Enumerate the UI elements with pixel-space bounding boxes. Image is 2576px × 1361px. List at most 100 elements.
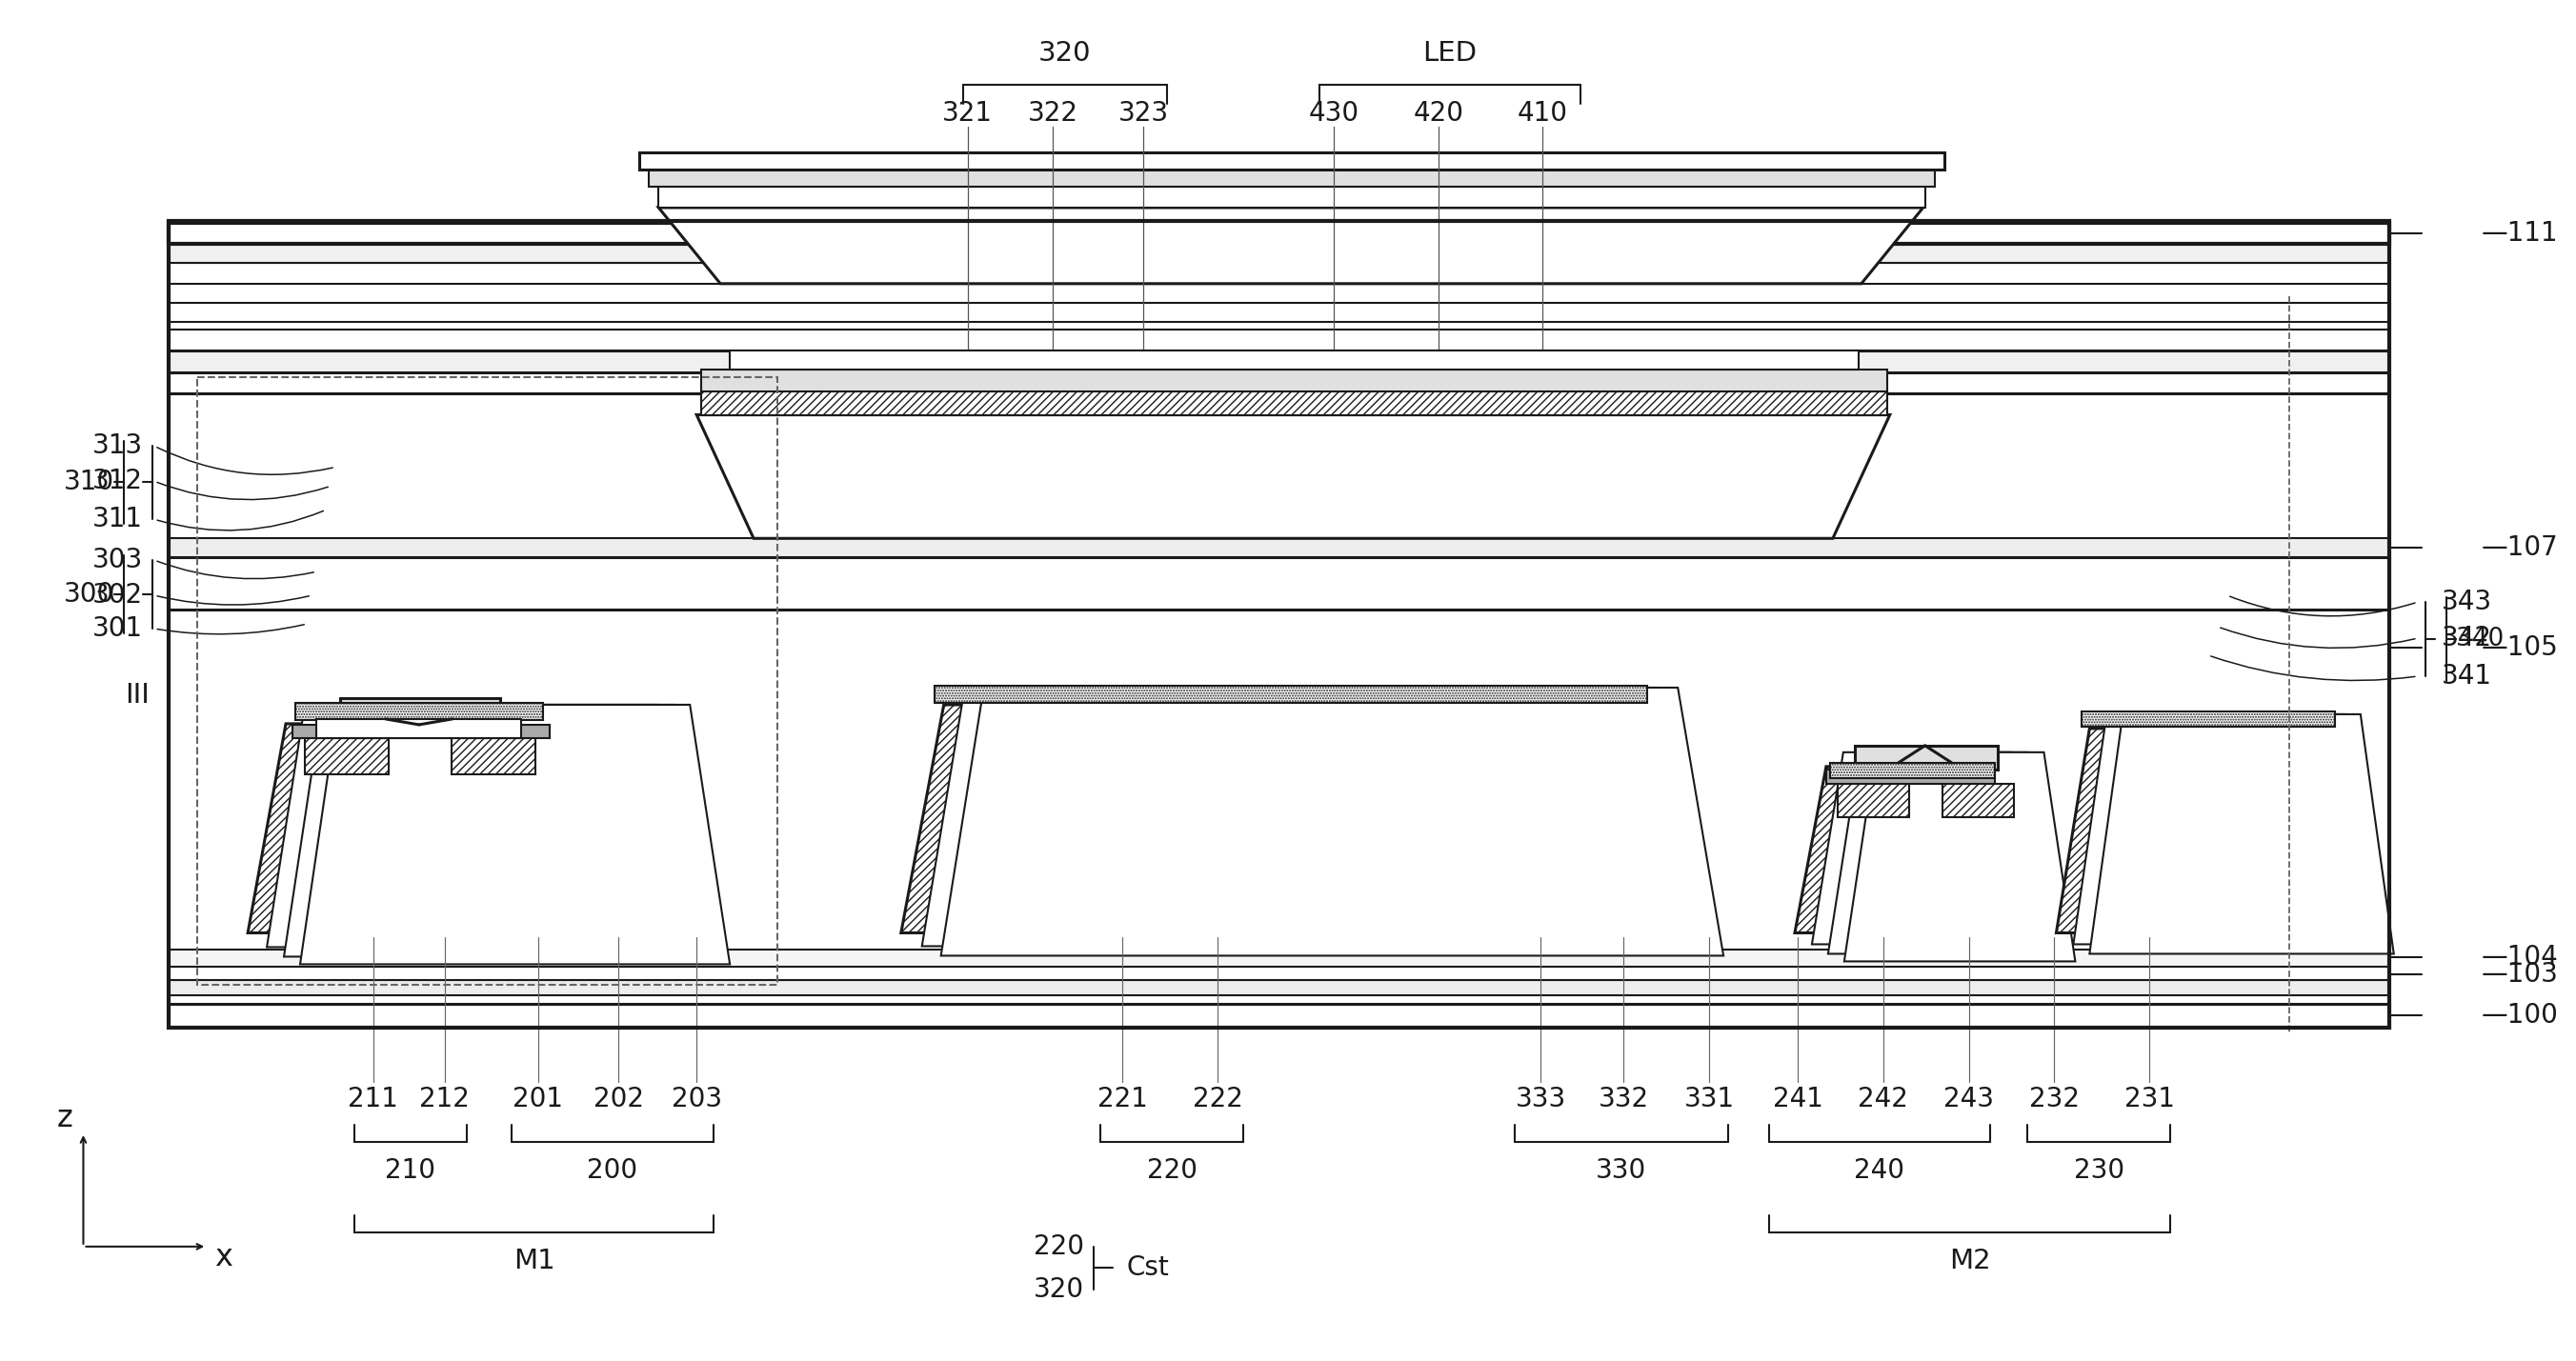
Text: 231: 231 [2125, 1086, 2174, 1112]
Text: 420: 420 [1414, 101, 1463, 127]
Text: 341: 341 [2442, 663, 2491, 690]
Polygon shape [283, 705, 714, 957]
Text: 211: 211 [348, 1086, 399, 1112]
Polygon shape [170, 263, 2388, 283]
Text: 342: 342 [2442, 625, 2491, 652]
Text: z: z [57, 1104, 72, 1132]
Polygon shape [170, 302, 2388, 321]
Polygon shape [2081, 712, 2334, 727]
Text: 312: 312 [93, 468, 144, 494]
Polygon shape [170, 965, 2388, 980]
Text: —103: —103 [2481, 961, 2558, 988]
Text: 201: 201 [513, 1086, 564, 1112]
Text: 240: 240 [1855, 1157, 1904, 1184]
Text: 340: 340 [2455, 627, 2504, 652]
Text: M2: M2 [1950, 1248, 1991, 1274]
Text: —104: —104 [2481, 945, 2558, 970]
Text: III: III [126, 682, 149, 709]
Polygon shape [170, 351, 2388, 372]
Polygon shape [301, 705, 729, 964]
Polygon shape [170, 1004, 2388, 1028]
Text: Cst: Cst [1126, 1253, 1170, 1281]
Text: 243: 243 [1942, 1086, 1994, 1112]
Polygon shape [729, 350, 1857, 369]
Text: 301: 301 [93, 615, 144, 642]
Text: 333: 333 [1515, 1086, 1566, 1112]
Text: 320: 320 [1038, 41, 1092, 67]
Text: 210: 210 [386, 1157, 435, 1184]
Polygon shape [940, 687, 1723, 955]
Polygon shape [649, 170, 1935, 186]
Text: 303: 303 [93, 547, 144, 573]
Polygon shape [170, 329, 2388, 350]
Text: 322: 322 [1028, 101, 1079, 127]
Text: 311: 311 [93, 506, 144, 532]
Text: 343: 343 [2442, 589, 2491, 615]
Text: x: x [214, 1243, 232, 1273]
Polygon shape [701, 391, 1888, 415]
Text: —111: —111 [2481, 220, 2558, 246]
Polygon shape [340, 698, 500, 724]
Polygon shape [170, 223, 2388, 244]
Text: —105: —105 [2481, 634, 2558, 661]
Text: —107: —107 [2481, 535, 2558, 561]
Text: 321: 321 [943, 101, 992, 127]
Text: 300: 300 [64, 581, 116, 608]
Polygon shape [1826, 769, 1994, 784]
Text: 220: 220 [1033, 1233, 1084, 1260]
Polygon shape [247, 724, 677, 932]
Polygon shape [696, 415, 1891, 539]
Polygon shape [294, 724, 549, 738]
Polygon shape [639, 152, 1945, 170]
Polygon shape [922, 687, 1705, 946]
Polygon shape [1829, 762, 1994, 778]
Text: M1: M1 [513, 1248, 554, 1274]
Text: 320: 320 [1033, 1277, 1084, 1302]
Polygon shape [296, 702, 544, 720]
Text: 220: 220 [1146, 1157, 1198, 1184]
Polygon shape [701, 369, 1888, 391]
Text: 242: 242 [1857, 1086, 1909, 1112]
Polygon shape [902, 705, 1685, 932]
Polygon shape [1942, 784, 2014, 817]
Text: 410: 410 [1517, 101, 1569, 127]
Polygon shape [1837, 784, 1909, 817]
Polygon shape [451, 738, 536, 774]
Polygon shape [170, 539, 2388, 558]
Text: 331: 331 [1685, 1086, 1734, 1112]
Polygon shape [1811, 753, 2043, 945]
Polygon shape [317, 719, 520, 738]
Text: 330: 330 [1597, 1157, 1646, 1184]
Text: 221: 221 [1097, 1086, 1149, 1112]
Polygon shape [2056, 728, 2360, 932]
Text: 202: 202 [592, 1086, 644, 1112]
Polygon shape [1844, 753, 2076, 961]
Polygon shape [2089, 715, 2393, 954]
Text: 232: 232 [2030, 1086, 2079, 1112]
Polygon shape [659, 186, 1924, 208]
Polygon shape [1829, 753, 2058, 954]
Polygon shape [170, 980, 2388, 996]
Text: 200: 200 [587, 1157, 639, 1184]
Polygon shape [1795, 766, 2025, 932]
Bar [198, 377, 778, 985]
Text: 323: 323 [1118, 101, 1170, 127]
Polygon shape [170, 372, 2388, 393]
Polygon shape [170, 558, 2388, 610]
Polygon shape [268, 705, 696, 947]
Text: 430: 430 [1309, 101, 1360, 127]
Polygon shape [1855, 746, 1996, 769]
Polygon shape [304, 738, 389, 774]
Text: —100: —100 [2481, 1002, 2558, 1029]
Polygon shape [935, 686, 1649, 702]
Text: 222: 222 [1193, 1086, 1242, 1112]
Polygon shape [170, 244, 2388, 263]
Text: 212: 212 [420, 1086, 469, 1112]
Text: 203: 203 [672, 1086, 721, 1112]
Text: 313: 313 [93, 433, 144, 460]
Polygon shape [2074, 715, 2378, 945]
Text: 332: 332 [1597, 1086, 1649, 1112]
Polygon shape [170, 950, 2388, 968]
Text: 241: 241 [1772, 1086, 1824, 1112]
Polygon shape [659, 208, 1924, 283]
